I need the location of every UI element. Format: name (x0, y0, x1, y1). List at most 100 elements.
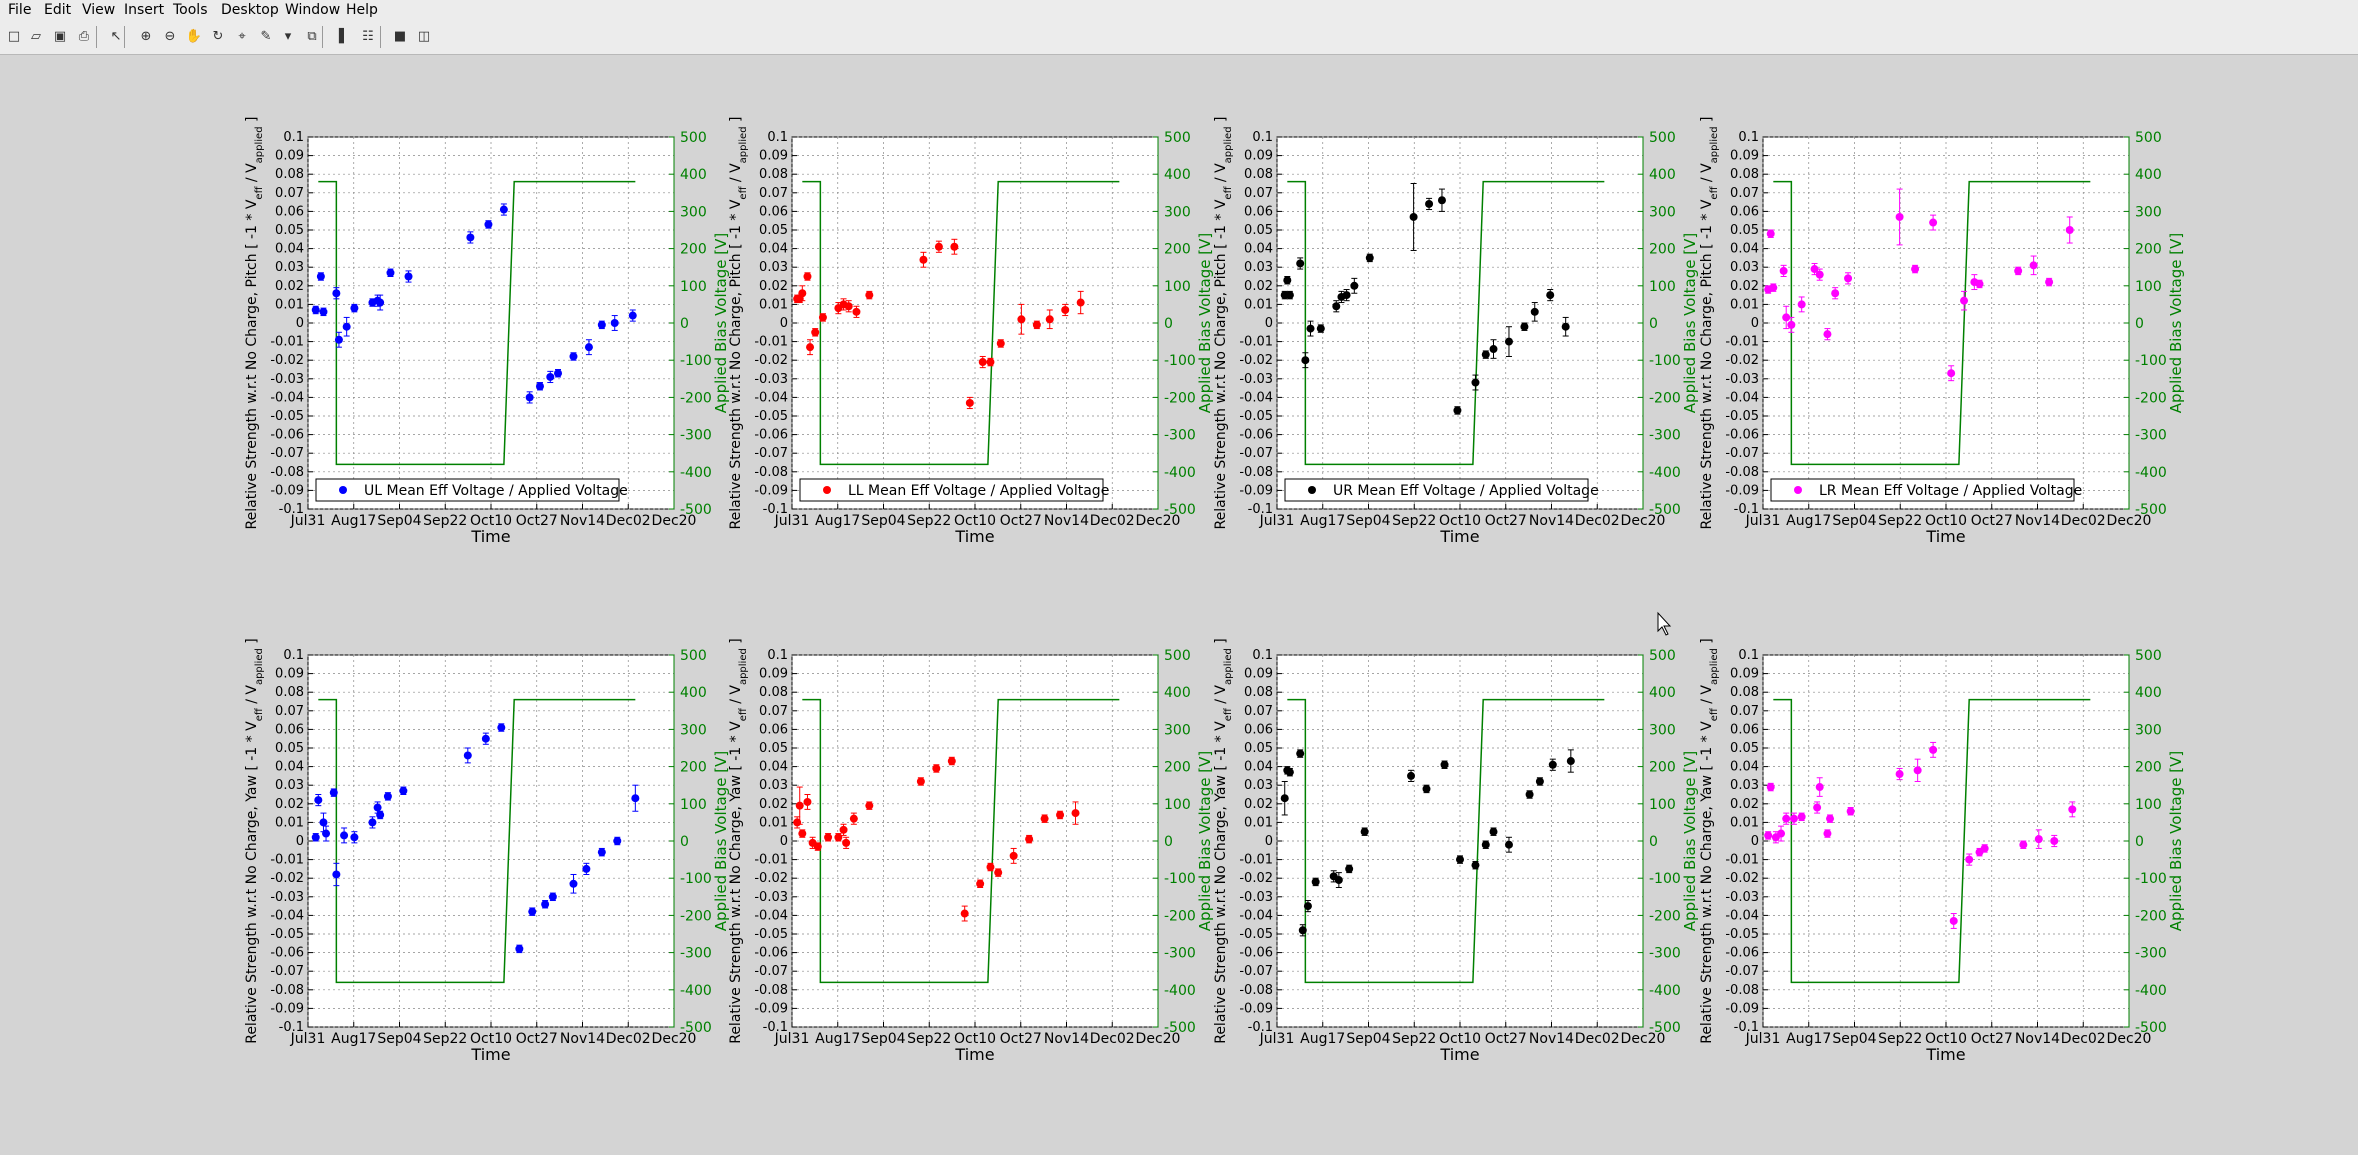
y-right-tick-label: 200 (1649, 760, 1676, 776)
y-tick-label: -0.1 (1248, 502, 1273, 517)
brush-dropdown[interactable]: ▾ (278, 26, 298, 46)
y-tick-label: 0.06 (759, 722, 788, 737)
y-right-tick-label: 200 (1164, 760, 1191, 776)
y-tick-label: 0.05 (1244, 223, 1273, 238)
brush-button[interactable]: ✎ (256, 26, 276, 46)
data-point (569, 352, 578, 361)
data-point (1296, 749, 1305, 758)
data-point (932, 764, 941, 773)
menu-desktop[interactable]: Desktop (221, 2, 279, 18)
subplot-UL-pitch: -0.1 -0.09 -0.08 -0.07 -0.06 -0.05 -0.04 -0.03 -… (244, 117, 730, 546)
y-axis-label: Relative Strength w.r.t No Charge, Pitch… (728, 117, 749, 530)
menu-insert[interactable]: Insert (124, 2, 165, 18)
legend-label: UL Mean Eff Voltage / Applied Voltage (364, 483, 628, 499)
zoom-in-button[interactable]: ⊕ (136, 26, 156, 46)
data-point (311, 833, 320, 842)
y-tick-label: -0.06 (1725, 946, 1759, 961)
y-right-tick-label: -500 (680, 502, 712, 518)
rotate-3d-button[interactable]: ↻ (208, 26, 228, 46)
subplot-LR-pitch: -0.1 -0.09 -0.08 -0.07 -0.06 -0.05 -0.04 -0.03 -… (1699, 117, 2185, 546)
y-axis-label: Relative Strength w.r.t No Charge, Yaw [… (1699, 638, 1720, 1044)
y-tick-label: 0.03 (1244, 778, 1273, 793)
y-right-tick-label: -500 (1649, 502, 1681, 518)
y-tick-label: -0.01 (1239, 853, 1273, 868)
y-tick-label: 0.01 (275, 815, 304, 830)
y-right-tick-label: 300 (680, 722, 707, 738)
data-point (1548, 760, 1557, 769)
y-tick-label: -0.1 (763, 1020, 788, 1035)
y-right-tick-label: -500 (2135, 502, 2167, 518)
x-tick-label: Oct10 (1439, 1031, 1481, 1047)
hide-plot-tools-button[interactable]: ■ (390, 26, 410, 46)
y-tick-label: 0.1 (1738, 130, 1759, 145)
colorbar-button[interactable]: ▌ (334, 26, 354, 46)
menu-tools[interactable]: Tools (173, 2, 208, 18)
legend-marker (823, 486, 831, 494)
link-plot-icon: ⧉ (307, 28, 317, 44)
pan-button[interactable]: ✋ (184, 26, 204, 46)
legend-marker (1308, 486, 1316, 494)
data-point (960, 909, 969, 918)
show-tools-icon: ◫ (417, 28, 431, 44)
data-point (1025, 835, 1034, 844)
brush-icon: ✎ (260, 28, 272, 44)
menu-edit[interactable]: Edit (44, 2, 72, 18)
y-right-tick-label: -200 (2135, 390, 2167, 406)
data-point (350, 304, 359, 313)
x-tick-label: Sep22 (1392, 513, 1436, 529)
data-point (1056, 810, 1065, 819)
y-tick-label: 0.02 (759, 797, 788, 812)
y-right-tick-label: -200 (1649, 908, 1681, 924)
link-plot-button[interactable]: ⧉ (302, 26, 322, 46)
y-right-tick-label: 100 (1164, 797, 1191, 813)
x-tick-label: Nov14 (1044, 513, 1089, 529)
legend-button[interactable]: ☷ (358, 26, 378, 46)
y-tick-label: 0.09 (275, 667, 304, 682)
legend-box (1284, 478, 1589, 502)
data-point (1929, 745, 1938, 754)
data-point (1296, 259, 1305, 268)
y-right-tick-label: 0 (2135, 834, 2144, 850)
print-figure-button[interactable]: ⎙ (74, 26, 94, 46)
show-plot-tools-button[interactable]: ◫ (414, 26, 434, 46)
save-figure-button[interactable]: ▣ (50, 26, 70, 46)
new-figure-button[interactable]: □ (4, 26, 24, 46)
zoom-out-button[interactable]: ⊖ (160, 26, 180, 46)
y-right-tick-label: 100 (1649, 797, 1676, 813)
y-tick-label: -0.02 (270, 353, 304, 368)
y-tick-label: -0.06 (270, 428, 304, 443)
data-point (1365, 253, 1374, 262)
data-point (2029, 261, 2038, 270)
x-tick-label: Sep04 (1346, 513, 1390, 529)
edit-plot-button[interactable]: ↖ (106, 26, 126, 46)
menu-file[interactable]: File (8, 2, 32, 18)
open-file-button[interactable]: ▱ (26, 26, 46, 46)
y-tick-label: -0.09 (270, 1001, 304, 1016)
data-point (2050, 837, 2059, 845)
y-right-tick-label: -300 (1164, 428, 1196, 444)
y-tick-label: -0.06 (1725, 428, 1759, 443)
x-tick-label: Sep22 (1878, 1031, 1922, 1047)
x-tick-label: Oct27 (1000, 513, 1042, 529)
y-right-tick-label: 200 (2135, 242, 2162, 258)
y-tick-label: -0.06 (754, 428, 788, 443)
y-right-axis-label: Applied Bias Voltage [V] (712, 233, 730, 413)
subplot-grid: -0.1 -0.09 -0.08 -0.07 -0.06 -0.05 -0.04 -0.03 -… (244, 117, 2185, 1064)
x-tick-label: Jul31 (1745, 513, 1781, 529)
data-point (1895, 212, 1904, 221)
data-point (1350, 281, 1359, 290)
y-right-tick-label: -200 (680, 908, 712, 924)
y-tick-label: 0.05 (759, 741, 788, 756)
y-tick-label: -0.04 (270, 390, 304, 405)
data-point (865, 801, 874, 810)
menu-view[interactable]: View (82, 2, 116, 18)
menu-window[interactable]: Window (285, 2, 341, 18)
y-tick-label: 0.03 (1244, 260, 1273, 275)
data-point (1280, 794, 1289, 803)
data-cursor-button[interactable]: ⌖ (232, 26, 252, 46)
y-right-tick-label: -400 (1164, 983, 1196, 999)
y-axis-label: Relative Strength w.r.t No Charge, Pitch… (244, 117, 265, 530)
y-tick-label: 0.09 (1730, 149, 1759, 164)
y-tick-label: -0.05 (270, 927, 304, 942)
menu-help[interactable]: Help (346, 2, 378, 18)
